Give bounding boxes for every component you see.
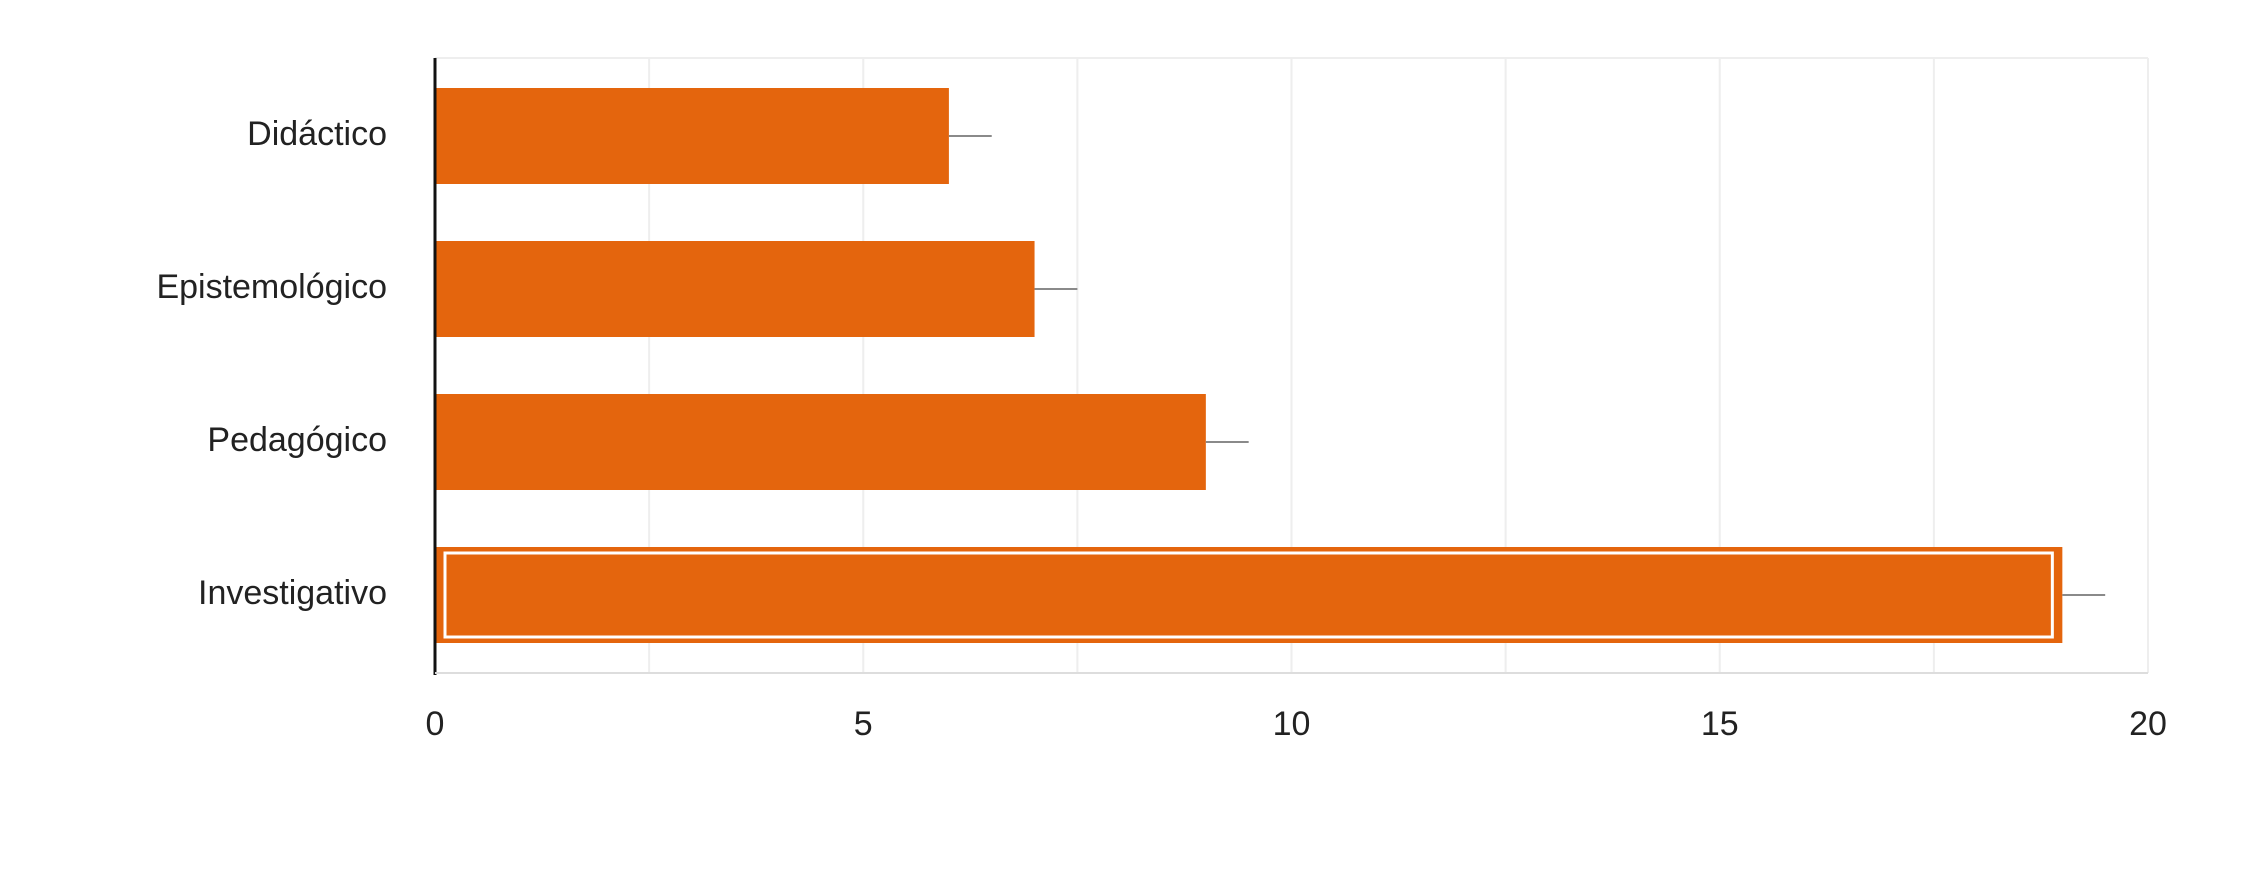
category-label: Investigativo xyxy=(198,574,387,612)
x-tick-label: 15 xyxy=(1701,705,1739,743)
x-tick-label: 10 xyxy=(1273,705,1311,743)
error-bars xyxy=(948,135,2106,596)
bar-pedagógico xyxy=(435,394,1206,490)
bars xyxy=(435,88,2063,643)
x-tick-label: 0 xyxy=(426,705,445,743)
bar-highlight-outline xyxy=(443,551,2054,639)
bar-epistemológico xyxy=(435,241,1035,337)
axes xyxy=(433,58,2148,675)
x-tick-label: 20 xyxy=(2129,705,2167,743)
bar-investigativo xyxy=(435,547,2063,643)
category-label: Epistemológico xyxy=(156,268,387,306)
category-label: Didáctico xyxy=(247,115,387,153)
labels: Didáctico Epistemológico Pedagógico Investi… xyxy=(156,115,2166,743)
category-label: Pedagógico xyxy=(207,421,387,459)
x-tick-label: 5 xyxy=(854,705,873,743)
bar-didáctico xyxy=(435,88,949,184)
